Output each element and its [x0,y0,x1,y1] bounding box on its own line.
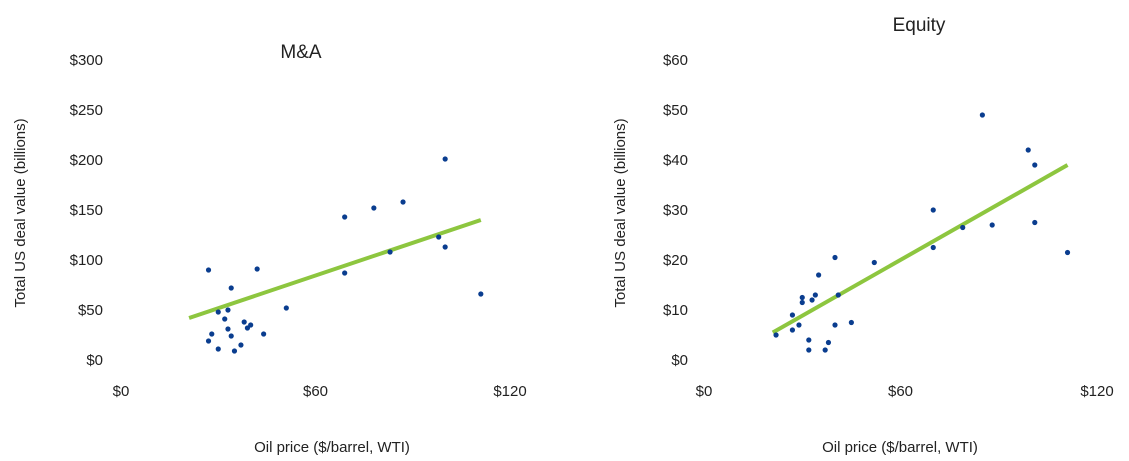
data-point [773,332,779,338]
data-point [832,322,838,328]
data-point [342,214,348,220]
data-point [799,294,805,301]
x-tick-label: $60 [303,383,328,400]
data-point [228,333,234,339]
y-tick-label: $100 [70,252,103,269]
data-point [809,297,815,303]
x-tick-label: $0 [696,383,713,400]
x-tick-labels: $0 $60 $120 [696,383,1114,400]
points-layer [205,156,484,354]
y-tick-label: $0 [671,352,688,369]
trendline [188,218,482,320]
y-tick-label: $0 [86,352,103,369]
data-point [1032,219,1038,226]
data-point [806,337,812,343]
y-tick-label: $60 [663,52,688,69]
data-point [930,244,936,251]
y-tick-labels: $0 $50 $100 $150 $200 $250 $300 [70,52,103,369]
y-axis-label: Total US deal value (billions) [12,118,29,307]
y-tick-label: $150 [70,202,103,219]
data-point [436,234,442,240]
data-point [442,244,448,250]
trendline-layer [188,218,482,320]
y-tick-label: $40 [663,152,688,169]
data-point [796,322,802,328]
chart-title: M&A [280,42,322,63]
data-point [789,312,796,318]
data-point [848,319,854,326]
x-tick-label: $60 [888,383,913,400]
data-point [871,259,877,266]
chart-m-and-a: M&A Total US deal value (billions) Oil p… [12,42,527,456]
x-tick-label: $0 [113,383,130,400]
data-point [960,224,966,231]
data-point [832,254,838,261]
data-point [238,342,244,348]
data-point [205,267,212,273]
data-point [215,309,221,315]
data-point [261,331,267,337]
data-point [825,339,832,346]
x-tick-label: $120 [493,383,526,400]
data-point [222,316,228,322]
data-point [248,322,254,328]
data-point [342,270,348,276]
y-tick-label: $30 [663,202,688,219]
data-point [225,326,231,332]
y-tick-label: $250 [70,102,103,119]
data-point [1064,249,1071,256]
data-point [442,156,448,162]
data-point [225,307,231,313]
data-point [478,291,484,297]
data-point [789,327,796,333]
data-point [241,319,247,325]
data-point [989,222,995,228]
chart-title: Equity [893,15,946,36]
data-point [806,347,812,353]
trendline-layer [771,163,1069,335]
chart-equity: Equity Total US deal value (billions) Oi… [612,15,1114,456]
x-axis-label: Oil price ($/barrel, WTI) [254,439,410,456]
data-point [822,347,828,353]
data-point [979,112,985,118]
x-tick-labels: $0 $60 $120 [113,383,527,400]
data-point [1032,162,1038,168]
data-point [205,338,212,344]
data-point [209,331,215,337]
data-point [400,199,406,205]
data-point [812,292,818,298]
data-point [387,249,393,255]
data-point [231,348,238,354]
y-tick-label: $200 [70,152,103,169]
data-point [215,346,221,352]
data-point [254,266,260,272]
y-tick-label: $20 [663,252,688,269]
data-point [228,285,234,291]
data-point [371,205,377,211]
y-tick-labels: $0 $10 $20 $30 $40 $50 $60 [663,52,688,369]
x-axis-label: Oil price ($/barrel, WTI) [822,439,978,456]
data-point [799,299,805,306]
data-point [816,272,822,278]
data-point [930,207,936,213]
data-point [283,305,289,311]
y-tick-label: $50 [78,302,103,319]
points-layer [773,112,1071,353]
y-tick-label: $10 [663,302,688,319]
trendline [771,163,1069,335]
y-tick-label: $50 [663,102,688,119]
data-point [835,292,841,298]
y-tick-label: $300 [70,52,103,69]
x-tick-label: $120 [1080,383,1113,400]
data-point [1025,147,1031,153]
y-axis-label: Total US deal value (billions) [612,118,629,307]
